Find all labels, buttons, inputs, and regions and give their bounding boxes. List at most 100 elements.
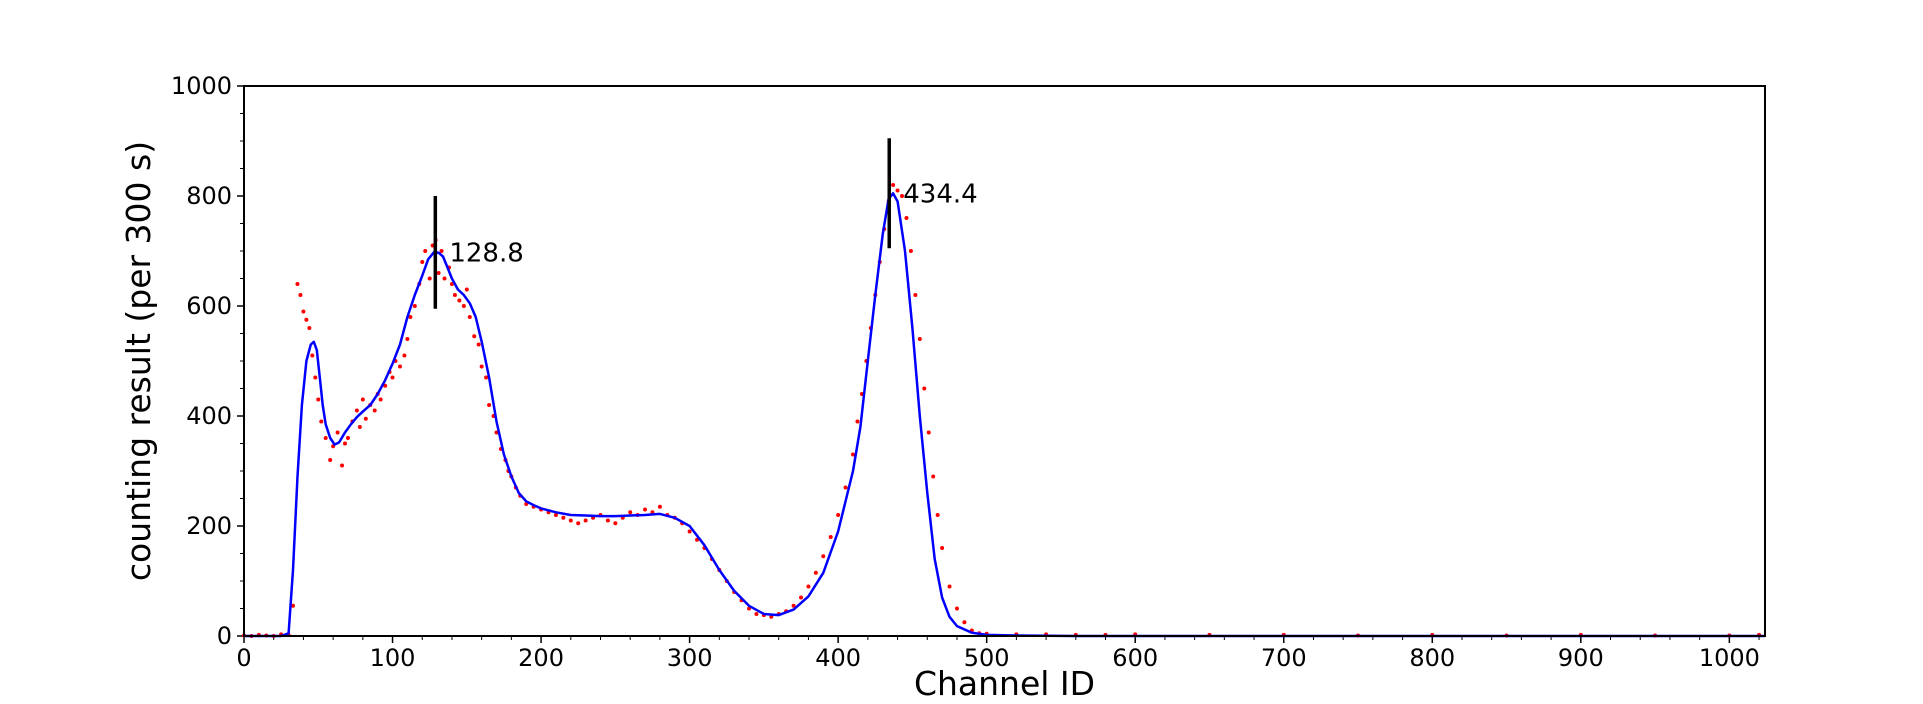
data-point	[423, 249, 428, 253]
data-point	[310, 353, 315, 358]
data-point	[940, 546, 945, 550]
x-tick-label: 600	[1112, 644, 1158, 672]
data-point	[850, 452, 855, 457]
y-axis-label: counting result (per 300 s)	[119, 141, 158, 581]
x-axis-label: Channel ID	[914, 664, 1095, 700]
data-point	[402, 353, 407, 358]
data-point	[372, 408, 377, 413]
data-point	[405, 337, 410, 341]
data-point	[319, 419, 324, 424]
major-ticks: 0 100 200 300 400 500 600 700 800 900 1000 0 200 400 6…	[171, 72, 1760, 672]
minor-ticks	[240, 113, 1760, 640]
data-point	[900, 194, 905, 198]
x-tick-label: 500	[964, 644, 1010, 672]
data-point	[922, 386, 927, 391]
data-point	[464, 287, 469, 292]
data-point	[295, 282, 300, 286]
data-point	[345, 436, 350, 440]
data-point	[328, 458, 333, 462]
data-point	[436, 271, 441, 275]
y-tick-label: 800	[186, 182, 232, 210]
data-point	[461, 304, 466, 308]
data-point	[917, 337, 922, 341]
x-tick-label: 0	[236, 644, 251, 672]
data-point	[427, 276, 432, 281]
y-tick-label: 200	[186, 512, 232, 540]
data-point	[806, 584, 811, 589]
data-point	[408, 315, 413, 319]
data-point	[791, 603, 796, 608]
data-point	[962, 620, 967, 625]
data-point	[931, 474, 936, 479]
x-tick-label: 700	[1261, 644, 1307, 672]
data-point	[301, 309, 306, 314]
data-point	[913, 293, 918, 297]
x-tick-label: 1000	[1699, 644, 1760, 672]
data-point	[813, 570, 818, 575]
plot-frame	[243, 85, 1766, 637]
data-point	[479, 364, 484, 369]
data-point	[843, 485, 848, 490]
y-tick-label: 1000	[171, 72, 232, 100]
data-point	[360, 397, 365, 402]
data-point	[954, 606, 959, 611]
x-tick-label: 100	[370, 644, 416, 672]
data-point	[397, 364, 402, 369]
data-point	[926, 430, 931, 435]
data-point	[836, 513, 841, 517]
data-point	[298, 293, 303, 297]
x-tick-label: 900	[1558, 644, 1604, 672]
data-point	[553, 513, 558, 517]
y-tick-label: 400	[186, 402, 232, 430]
data-point	[363, 416, 368, 421]
data-point	[828, 535, 833, 539]
data-point	[340, 463, 345, 468]
data-point	[891, 183, 896, 187]
data-point	[343, 441, 348, 446]
data-point	[613, 521, 618, 526]
x-tick-label: 200	[518, 644, 564, 672]
data-point	[291, 603, 296, 608]
data-point	[467, 315, 472, 319]
data-point	[561, 515, 566, 520]
data-point	[799, 595, 804, 600]
data-point	[908, 249, 913, 253]
data-point	[895, 188, 900, 193]
data-point	[657, 504, 662, 509]
data-point	[390, 375, 395, 380]
data-point	[472, 334, 477, 339]
data-point	[935, 513, 940, 517]
data-point	[316, 397, 321, 402]
data-point	[643, 507, 648, 512]
data-point	[304, 317, 309, 322]
data-point	[457, 298, 462, 303]
peak-label: 128.8	[449, 238, 523, 268]
data-point	[821, 554, 826, 559]
data-point	[484, 375, 489, 380]
data-point	[378, 397, 383, 402]
data-point	[576, 521, 581, 526]
x-tick-label: 300	[667, 644, 713, 672]
data-point	[335, 430, 340, 435]
data-point	[439, 249, 444, 253]
data-point	[687, 529, 692, 534]
y-tick-label: 600	[186, 292, 232, 320]
data-point	[487, 403, 492, 407]
y-tick-label: 0	[217, 622, 232, 650]
data-point	[357, 425, 362, 429]
data-point	[442, 276, 447, 281]
data-point	[476, 342, 481, 347]
data-point	[307, 326, 312, 330]
data-point	[412, 304, 417, 308]
data-point	[452, 293, 457, 297]
data-point	[754, 612, 759, 616]
peak-annotations: 128.8 434.4	[433, 138, 978, 309]
data-point	[313, 375, 318, 380]
x-tick-label: 800	[1409, 644, 1455, 672]
data-point	[354, 408, 359, 413]
fit-line	[244, 192, 1765, 638]
peak-label: 434.4	[903, 179, 977, 209]
fit-line-series	[244, 192, 1765, 638]
